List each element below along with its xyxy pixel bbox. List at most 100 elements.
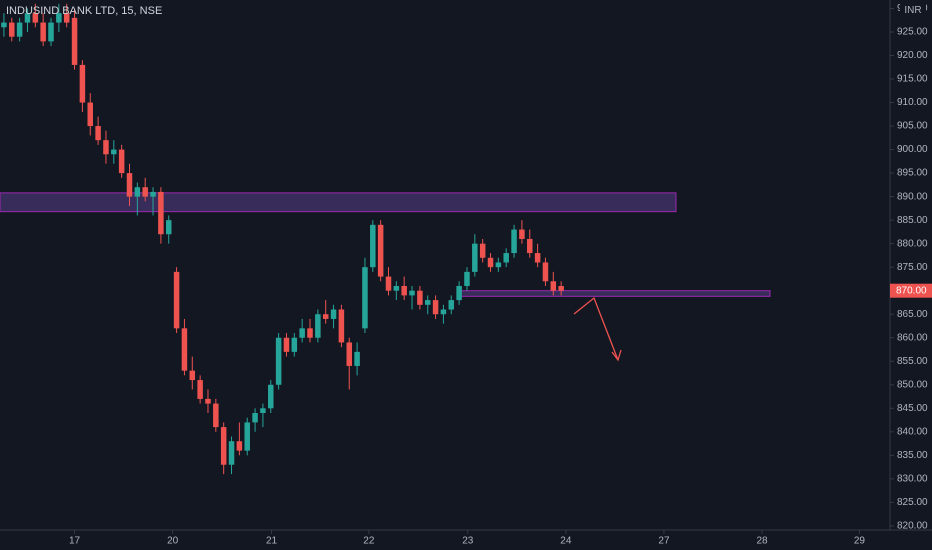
y-tick-label: 920.00 (897, 50, 928, 61)
candle-body (479, 243, 486, 258)
candle-body (95, 126, 101, 141)
candle-body (385, 276, 392, 291)
candle-body (79, 64, 86, 103)
candle-body (511, 229, 517, 254)
candle-body (173, 271, 180, 329)
x-tick-label: 21 (266, 536, 278, 547)
candle-body (307, 328, 313, 338)
y-tick-label: 910.00 (897, 97, 928, 108)
candle-body (213, 403, 219, 428)
candle-body (417, 290, 423, 305)
candle-body (299, 328, 305, 338)
candle-body (472, 243, 478, 272)
candle-body (291, 337, 298, 352)
candle-body (181, 328, 188, 371)
candle-body (487, 257, 494, 268)
candle-body (362, 267, 368, 329)
candle-body (534, 253, 541, 263)
y-tick-label: 905.00 (897, 121, 928, 132)
candle-body (87, 102, 94, 127)
x-tick-label: 29 (854, 536, 866, 547)
currency-box (900, 3, 926, 17)
candle-body (401, 285, 407, 296)
candle-body (63, 13, 70, 23)
currency-label: INR (904, 5, 921, 16)
x-tick-label: 20 (167, 536, 179, 547)
y-tick-label: 860.00 (897, 332, 928, 343)
x-tick-label: 23 (462, 536, 474, 547)
x-tick-label: 28 (757, 536, 769, 547)
y-tick-label: 850.00 (897, 379, 928, 390)
zone (0, 192, 677, 213)
candle-body (126, 173, 133, 197)
candle-body (252, 412, 258, 423)
candle-body (519, 229, 525, 239)
y-tick-label: 925.00 (897, 27, 928, 38)
candle-body (495, 262, 502, 268)
y-tick-label: 835.00 (897, 450, 928, 461)
candle-body (16, 22, 23, 37)
candle-body (315, 314, 321, 338)
candle-body (409, 290, 415, 296)
candle-body (550, 281, 557, 291)
candle-body (440, 309, 447, 315)
candle-body (542, 262, 549, 282)
candle-body (377, 224, 384, 277)
candle-body (393, 285, 400, 291)
candle-body (268, 384, 274, 409)
chart-title: INDUSIND BANK LTD, 15, NSE (6, 5, 162, 17)
candles (1, 3, 564, 475)
candle-body (189, 370, 196, 381)
y-tick-label: 845.00 (897, 403, 928, 414)
candle-body (32, 13, 39, 23)
candle-body (275, 337, 282, 385)
candle-body (158, 191, 164, 235)
candle-body (71, 17, 78, 65)
zone (459, 290, 771, 297)
candle-body (56, 13, 62, 23)
candle-body (150, 191, 156, 197)
last-price-box (890, 283, 932, 298)
candle-body (558, 285, 564, 291)
candle-body (118, 149, 125, 174)
y-tick-label: 825.00 (897, 497, 928, 508)
y-tick-label: 885.00 (897, 215, 928, 226)
y-tick-label: 900.00 (897, 144, 928, 155)
y-tick-label: 830.00 (897, 473, 928, 484)
candle-body (236, 441, 243, 451)
last-price-label: 870.00 (896, 285, 927, 296)
candle-body (24, 13, 31, 23)
candle-body (142, 187, 148, 197)
y-tick-label: 875.00 (897, 262, 928, 273)
candle-body (228, 441, 235, 465)
y-tick-label: 895.00 (897, 168, 928, 179)
candle-body (464, 271, 470, 286)
arrow-drawing (573, 296, 619, 361)
x-tick-label: 24 (560, 536, 572, 547)
x-tick-label: 22 (363, 536, 375, 547)
candle-body (1, 22, 7, 28)
candle-body (448, 300, 455, 310)
candle-body (503, 253, 509, 263)
arrow-head (611, 349, 622, 362)
candle-body (48, 22, 54, 42)
candle-body (103, 140, 109, 155)
y-tick-label: 820.00 (897, 521, 928, 532)
y-tick-label: 840.00 (897, 426, 928, 437)
candle-body (260, 408, 266, 413)
x-tick-label: 17 (69, 536, 81, 547)
x-tick-label: 27 (658, 536, 670, 547)
y-tick-label: 855.00 (897, 356, 928, 367)
candle-body (527, 238, 533, 254)
candle-body (432, 300, 439, 315)
candle-body (346, 342, 352, 366)
candle-body (220, 427, 227, 465)
y-tick-label: 880.00 (897, 238, 928, 249)
candle-body (338, 309, 345, 343)
candle-body (424, 300, 431, 305)
y-tick-label: 890.00 (897, 191, 928, 202)
candle-body (134, 187, 141, 197)
candle-body (244, 422, 250, 451)
candle-body (322, 314, 329, 319)
